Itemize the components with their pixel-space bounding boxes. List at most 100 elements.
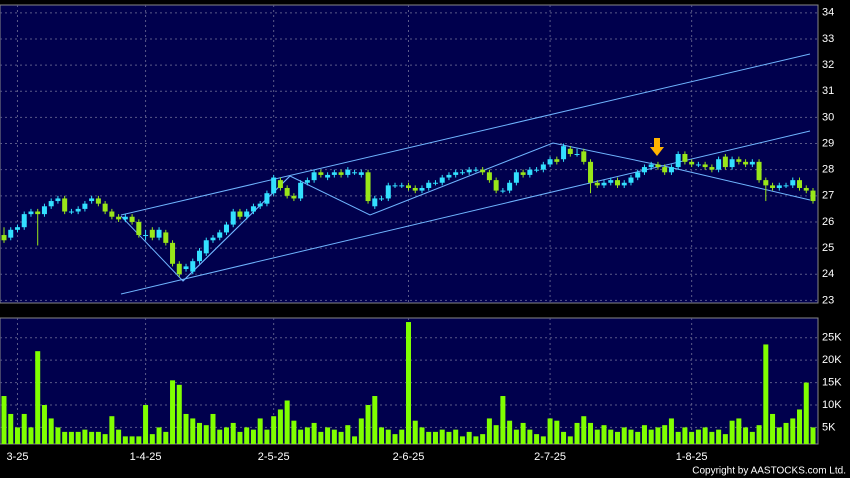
- candle-body: [143, 235, 149, 237]
- volume-bar: [500, 396, 506, 444]
- volume-bar: [325, 427, 331, 444]
- candle-body: [41, 206, 47, 215]
- volume-tick-label: 5K: [822, 421, 836, 433]
- volume-bar: [621, 427, 627, 444]
- volume-bar: [82, 429, 88, 444]
- trend-line: [120, 53, 811, 216]
- volume-bar: [237, 431, 243, 444]
- volume-bar: [675, 431, 681, 444]
- candle-body: [1, 235, 7, 241]
- marks: [1, 143, 816, 444]
- candle-body: [210, 237, 216, 241]
- candle-body: [662, 167, 668, 173]
- volume-bar: [277, 409, 283, 444]
- candle-body: [756, 161, 762, 181]
- candle-body: [318, 172, 324, 175]
- volume-bar: [257, 418, 263, 444]
- candle-body: [601, 182, 607, 186]
- candle-body: [426, 182, 432, 188]
- candle-body: [729, 159, 735, 168]
- candle-body: [379, 198, 385, 200]
- volume-bar: [217, 429, 223, 444]
- candle-body: [790, 180, 796, 186]
- volume-bar: [379, 427, 385, 444]
- volume-bar: [75, 431, 81, 444]
- volume-bar: [547, 418, 553, 444]
- volume-tick-label: 10K: [822, 399, 842, 411]
- candle-body: [648, 164, 654, 168]
- candle-body: [385, 185, 391, 199]
- volume-bar: [318, 431, 324, 444]
- volume-bar: [810, 427, 816, 444]
- volume-bar: [480, 434, 486, 444]
- volume-bar: [689, 431, 695, 444]
- candle-body: [136, 221, 142, 236]
- candle-body: [109, 211, 115, 217]
- volume-bar: [210, 413, 216, 444]
- candle-body: [345, 169, 351, 175]
- volume-bar: [1, 396, 7, 444]
- candle-body: [749, 161, 755, 165]
- volume-bar: [203, 425, 209, 444]
- volume-bar: [284, 400, 290, 444]
- candle-body: [709, 167, 715, 170]
- candle-body: [682, 154, 688, 162]
- volume-bar: [527, 429, 533, 444]
- volume-bar: [365, 404, 371, 444]
- volume-bar: [507, 420, 513, 444]
- volume-bar: [432, 431, 438, 444]
- candle-body: [722, 156, 728, 168]
- candle-body: [641, 167, 647, 173]
- volume-bar: [95, 431, 101, 444]
- candle-body: [716, 159, 722, 170]
- candle-body: [776, 185, 782, 188]
- volume-bar: [628, 429, 634, 444]
- candle-body: [702, 164, 708, 168]
- volume-bar: [352, 436, 358, 444]
- volume-bar: [28, 427, 34, 444]
- volume-bar: [776, 427, 782, 444]
- copyright: Copyright by AASTOCKS.com Ltd.: [692, 466, 846, 477]
- grid: [0, 5, 818, 444]
- volume-tick-label: 20K: [822, 354, 842, 366]
- candle-body: [581, 151, 587, 162]
- candle-body: [453, 172, 459, 175]
- candle-body: [507, 182, 513, 191]
- candle-body: [62, 198, 68, 212]
- volume-bar: [223, 427, 229, 444]
- candle-body: [675, 154, 681, 168]
- y-tick-label: 23: [822, 294, 834, 306]
- volume-bar: [399, 429, 405, 444]
- volume-bar: [756, 425, 762, 444]
- volume-bar: [662, 425, 668, 444]
- y-tick-label: 30: [822, 111, 834, 123]
- volume-bar: [406, 322, 411, 444]
- candle-body: [459, 172, 465, 174]
- volume-bar: [304, 427, 310, 444]
- candle-body: [513, 172, 519, 183]
- volume-bar: [102, 434, 108, 444]
- candle-body: [237, 211, 243, 217]
- candle-body: [75, 208, 81, 212]
- volume-bar: [601, 425, 607, 444]
- y-tick-label: 24: [822, 268, 834, 280]
- candle-body: [55, 198, 61, 202]
- y-tick-label: 28: [822, 164, 834, 176]
- candle-body: [352, 172, 358, 174]
- candle-body: [574, 154, 580, 155]
- volume-bar: [648, 429, 654, 444]
- candle-body: [743, 161, 749, 165]
- candle-body: [8, 229, 14, 238]
- candle-body: [486, 172, 492, 181]
- candle-body: [392, 185, 398, 187]
- candle-body: [399, 185, 405, 187]
- volume-bar: [473, 436, 479, 444]
- candle-body: [480, 169, 486, 173]
- volume-bar: [581, 416, 587, 444]
- volume-bar: [594, 429, 600, 444]
- candle-body: [244, 211, 250, 217]
- volume-bar: [62, 431, 68, 444]
- candle-body: [163, 232, 169, 243]
- y-tick-label: 31: [822, 85, 834, 97]
- candle-body: [35, 211, 41, 215]
